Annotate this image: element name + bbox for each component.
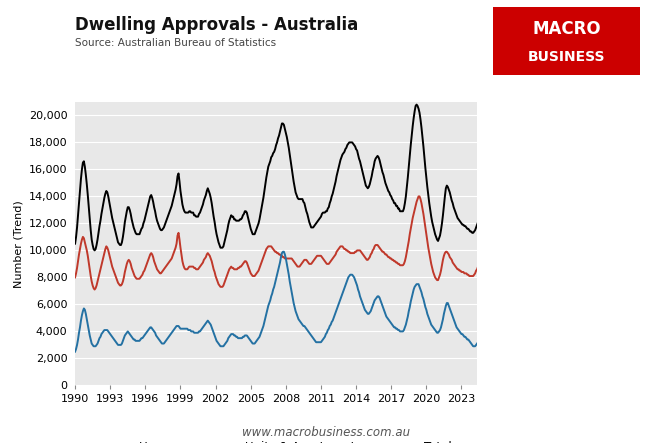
Legend: Houses, Units & Apartments, Total: Houses, Units & Apartments, Total xyxy=(95,437,456,443)
Y-axis label: Number (Trend): Number (Trend) xyxy=(13,200,24,288)
Text: Source: Australian Bureau of Statistics: Source: Australian Bureau of Statistics xyxy=(75,38,276,48)
Text: www.macrobusiness.com.au: www.macrobusiness.com.au xyxy=(242,426,411,439)
Text: Dwelling Approvals - Australia: Dwelling Approvals - Australia xyxy=(75,16,358,34)
Text: BUSINESS: BUSINESS xyxy=(528,51,605,65)
Text: MACRO: MACRO xyxy=(532,19,601,38)
